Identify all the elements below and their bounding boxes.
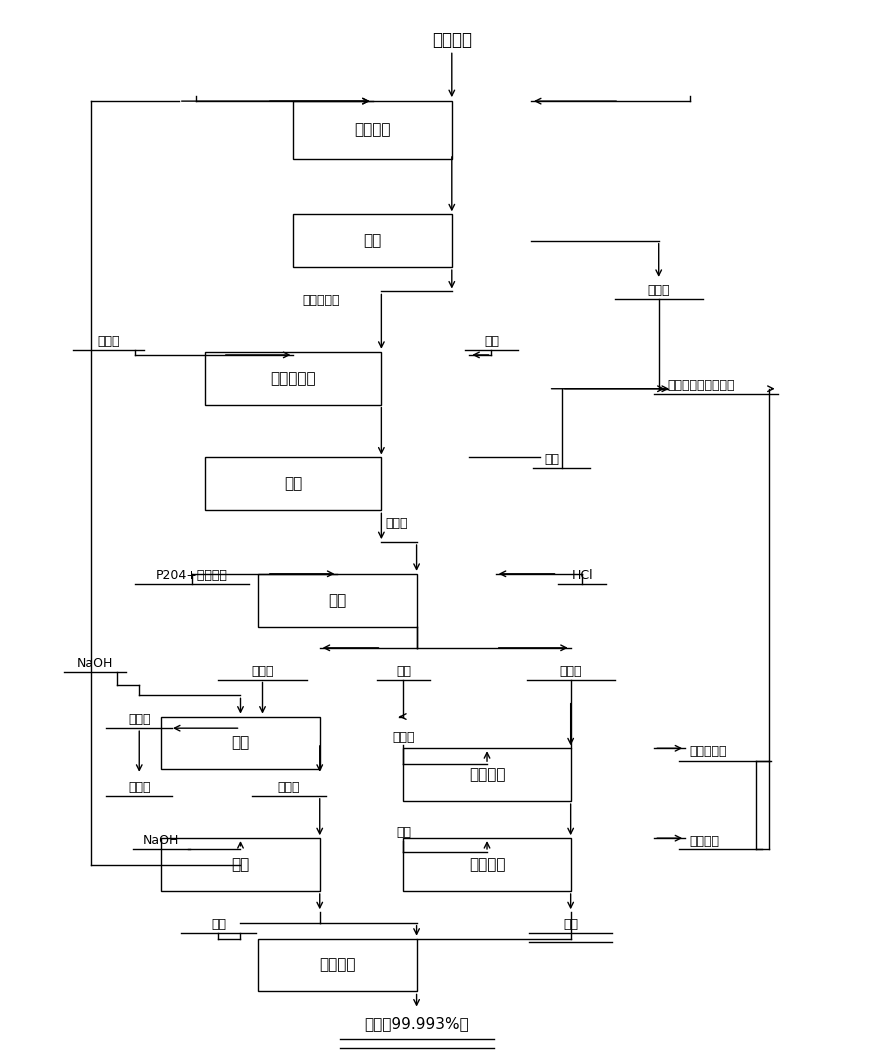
Text: 氧压酸浸滤: 氧压酸浸滤	[302, 294, 339, 307]
FancyBboxPatch shape	[403, 838, 571, 891]
Text: NaOH: NaOH	[77, 657, 113, 670]
Text: 过滤: 过滤	[363, 233, 382, 248]
FancyBboxPatch shape	[161, 838, 320, 891]
Text: 过滤: 过滤	[284, 476, 302, 491]
Text: 锌片: 锌片	[396, 664, 411, 677]
Text: 硫化沉淀: 硫化沉淀	[469, 767, 505, 782]
Text: 萃余液: 萃余液	[559, 664, 582, 677]
Text: 分离渣: 分离渣	[648, 284, 670, 297]
Text: 浮渣: 浮渣	[211, 918, 226, 931]
Text: 精铟（99.993%）: 精铟（99.993%）	[364, 1016, 469, 1031]
FancyBboxPatch shape	[258, 574, 416, 627]
FancyBboxPatch shape	[258, 939, 416, 992]
Text: 废水处理: 废水处理	[469, 857, 505, 872]
Text: 综合回收铅、锡、银: 综合回收铅、锡、银	[667, 379, 735, 392]
FancyBboxPatch shape	[293, 215, 452, 267]
Text: HCl: HCl	[571, 570, 593, 583]
Text: 除渣液: 除渣液	[385, 517, 408, 529]
Text: 铁屑: 铁屑	[484, 335, 499, 348]
FancyBboxPatch shape	[206, 352, 381, 405]
Text: 废水滤渣: 废水滤渣	[689, 834, 719, 848]
Text: 富铟烟尘: 富铟烟尘	[431, 31, 472, 49]
Text: 萃取: 萃取	[328, 593, 346, 608]
Text: 电解精炼: 电解精炼	[319, 958, 355, 973]
FancyBboxPatch shape	[161, 716, 320, 770]
Text: 硫化沉淀渣: 硫化沉淀渣	[689, 745, 727, 758]
Text: 硫化钠: 硫化钠	[97, 335, 120, 348]
Text: 反萃液: 反萃液	[252, 664, 274, 677]
Text: 滤渣: 滤渣	[544, 453, 559, 466]
FancyBboxPatch shape	[206, 457, 381, 510]
Text: 碱熔: 碱熔	[231, 857, 250, 872]
FancyBboxPatch shape	[403, 748, 571, 802]
Text: 废水: 废水	[563, 918, 579, 931]
Text: 海绵铟: 海绵铟	[277, 781, 300, 794]
Text: 回收锌: 回收锌	[128, 781, 151, 794]
Text: 置换液: 置换液	[128, 713, 151, 726]
Text: NaOH: NaOH	[143, 833, 180, 847]
FancyBboxPatch shape	[293, 101, 452, 158]
Text: P204+磺化煤油: P204+磺化煤油	[156, 570, 228, 583]
Text: 氧压浸出: 氧压浸出	[354, 122, 391, 137]
Text: 硫化钠: 硫化钠	[392, 731, 415, 744]
Text: 石灰: 石灰	[396, 826, 411, 840]
Text: 置换: 置换	[231, 736, 250, 750]
Text: 除杂、净化: 除杂、净化	[270, 371, 316, 386]
